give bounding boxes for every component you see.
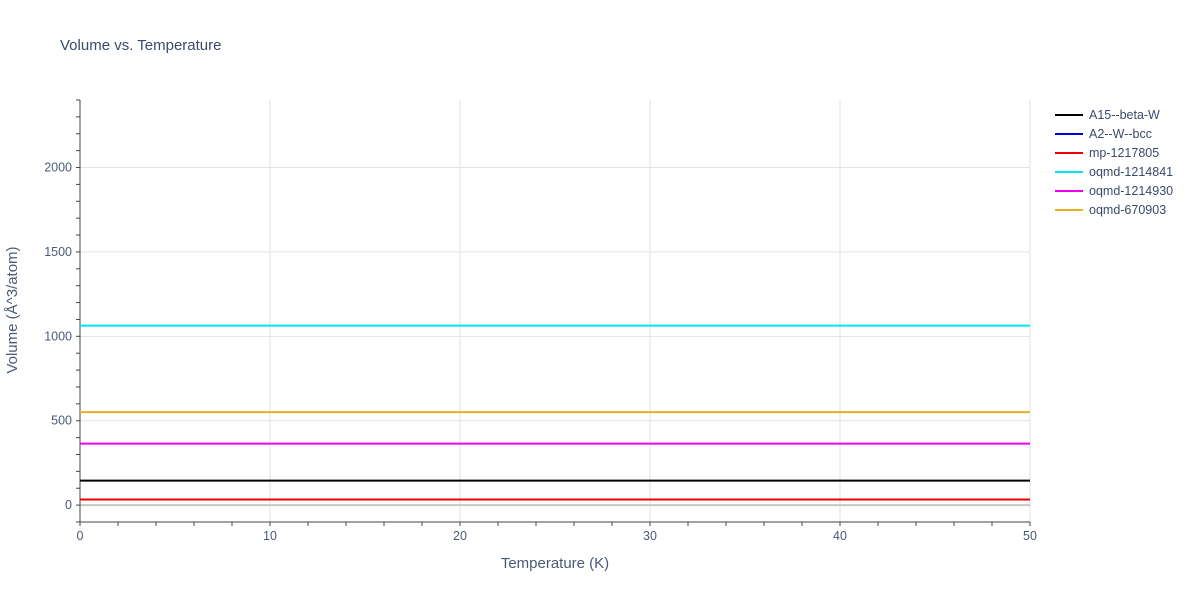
legend-label: A15--beta-W [1089,108,1160,122]
x-axis-label: Temperature (K) [501,555,609,572]
legend[interactable]: A15--beta-W A2--W--bcc mp-1217805 oqmd-1214… [1055,108,1173,217]
y-axis-label: Volume (Å^3/atom) [4,246,21,373]
x-tick-label: 10 [263,529,277,543]
y-tick-label: 1000 [44,329,72,343]
legend-label: A2--W--bcc [1089,127,1152,141]
chart-title: Volume vs. Temperature [60,37,221,54]
legend-item[interactable]: A15--beta-W [1055,108,1160,122]
legend-item[interactable]: mp-1217805 [1055,146,1159,160]
legend-item[interactable]: oqmd-670903 [1055,203,1166,217]
x-tick-label: 40 [833,529,847,543]
legend-label: mp-1217805 [1089,146,1159,160]
y-tick-label: 500 [51,414,72,428]
x-tick-label: 30 [643,529,657,543]
legend-item[interactable]: A2--W--bcc [1055,127,1152,141]
y-tick-label: 2000 [44,161,72,175]
y-tick-label: 0 [65,498,72,512]
x-tick-label: 20 [453,529,467,543]
y-tick-label: 1500 [44,245,72,259]
grid-lines [80,100,1031,522]
legend-item[interactable]: oqmd-1214841 [1055,165,1173,179]
x-tick-label: 50 [1023,529,1037,543]
axes [76,99,1031,526]
legend-label: oqmd-670903 [1089,203,1166,217]
legend-label: oqmd-1214841 [1089,165,1173,179]
legend-item[interactable]: oqmd-1214930 [1055,184,1173,198]
series-lines [80,324,1030,501]
y-tick-labels: 0 500 1000 1500 2000 [44,161,72,513]
x-tick-labels: 0 10 20 30 40 50 [77,529,1037,543]
x-tick-label: 0 [77,529,84,543]
legend-label: oqmd-1214930 [1089,184,1173,198]
